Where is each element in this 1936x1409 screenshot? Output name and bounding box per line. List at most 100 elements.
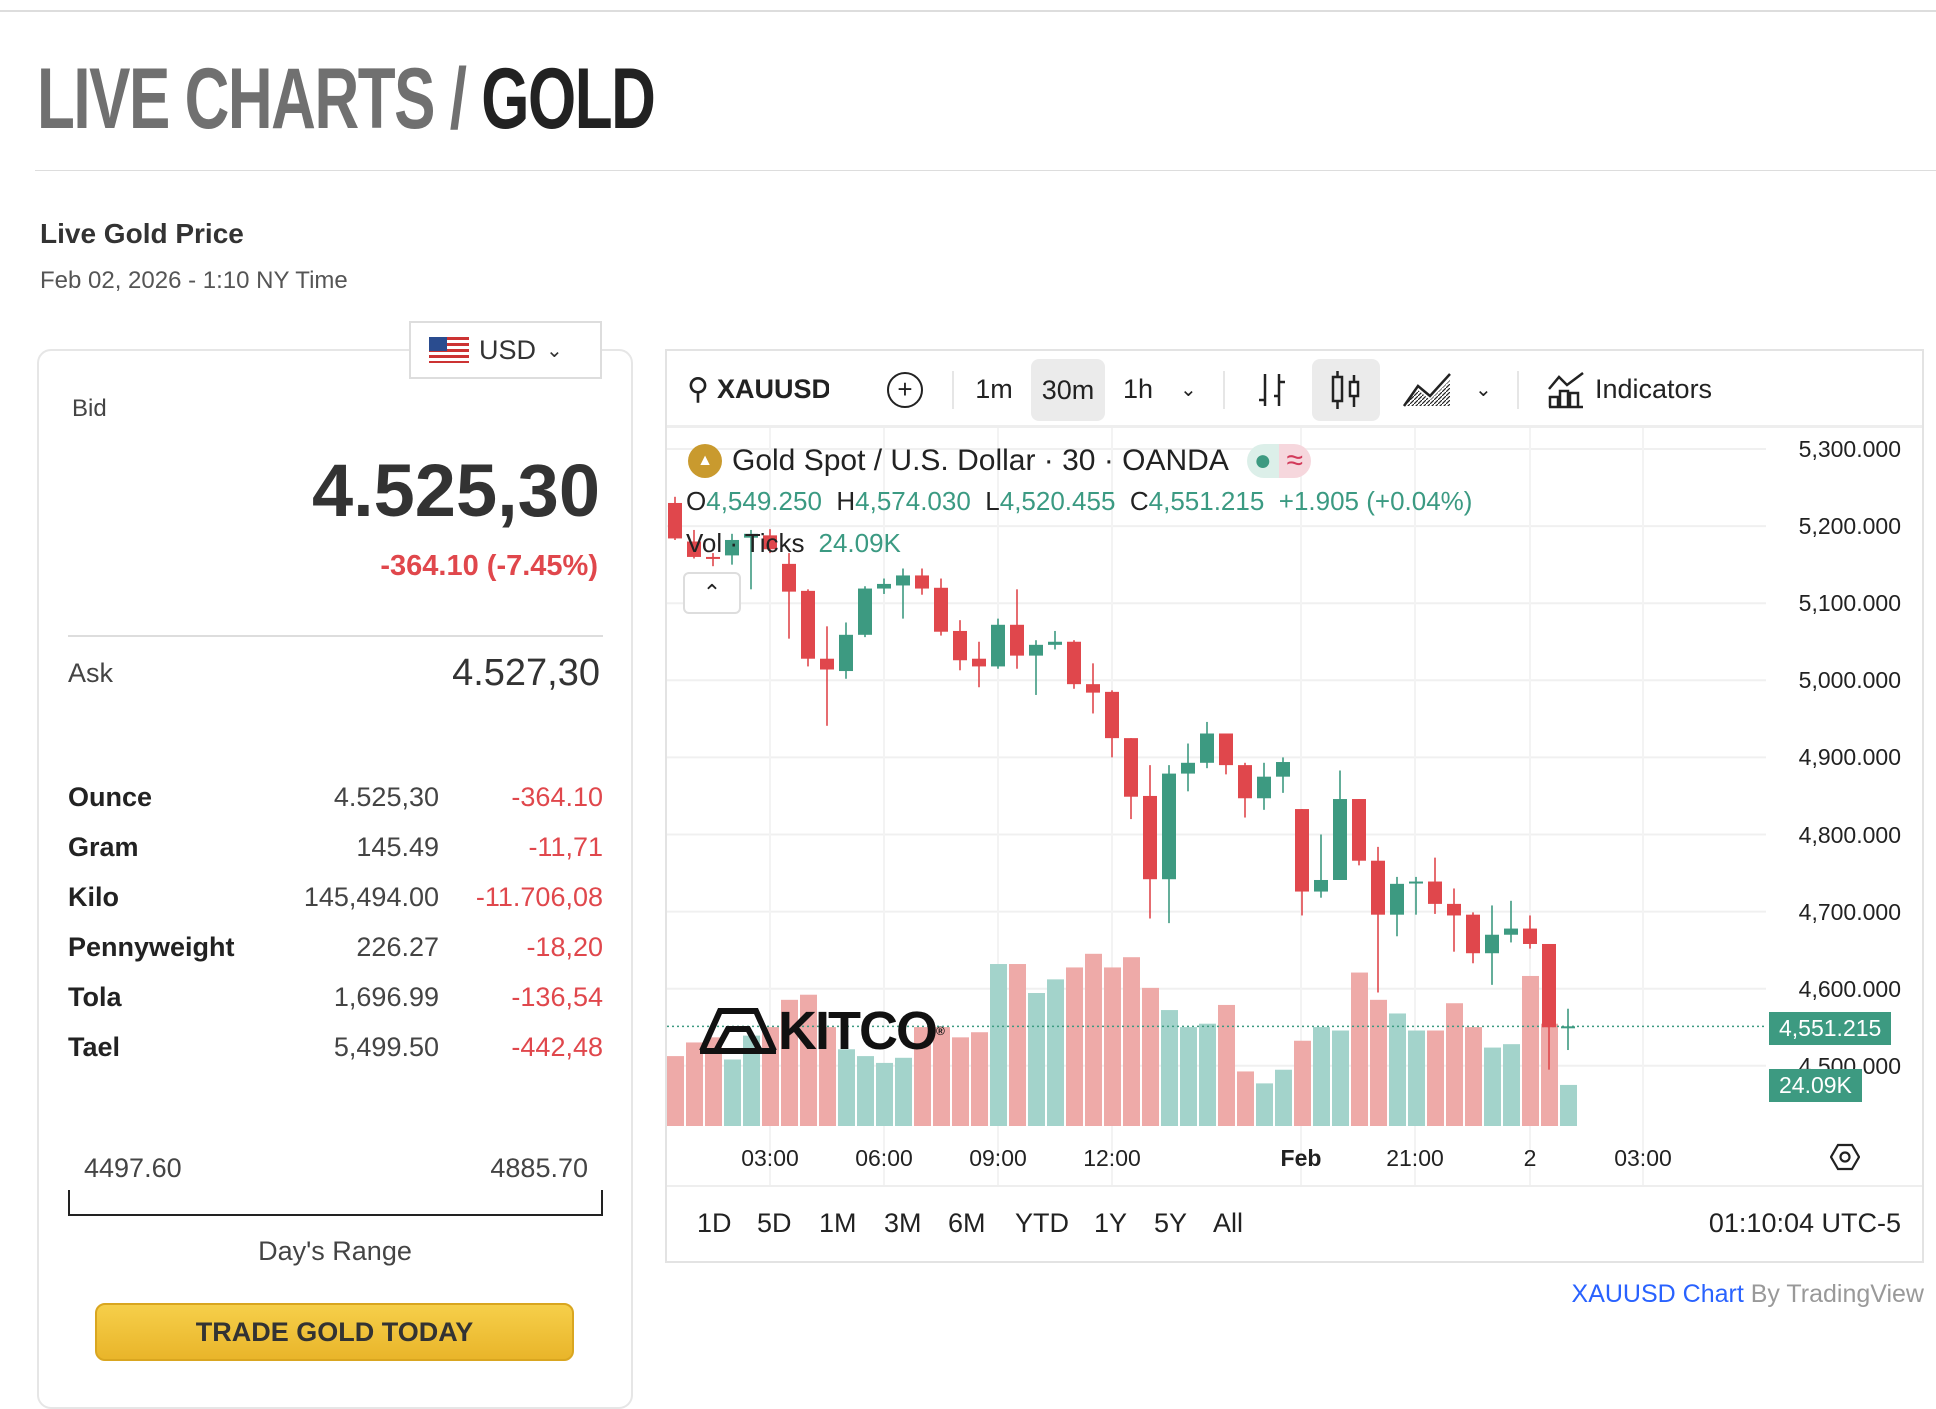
volume-bar	[1313, 1027, 1330, 1126]
volume-bar	[819, 1027, 836, 1126]
volume-bar	[1085, 953, 1102, 1126]
candles-icon[interactable]	[1312, 359, 1380, 421]
volume-bar	[1028, 993, 1045, 1126]
top-divider	[0, 10, 1936, 12]
chevron-down-icon[interactable]: ⌄	[1475, 379, 1492, 401]
candle-body	[1371, 860, 1385, 915]
volume-bar	[1142, 987, 1159, 1126]
area-chart-icon[interactable]	[1402, 351, 1452, 428]
candle-body	[1485, 934, 1499, 954]
range-button-3m[interactable]: 3M	[884, 1208, 922, 1238]
volume-bar	[990, 964, 1007, 1126]
volume-bar	[667, 1056, 684, 1126]
price-axis-label: 5,100.000	[1798, 590, 1901, 617]
volume-bar	[781, 999, 798, 1126]
tradingview-widget	[665, 349, 1924, 1263]
time-axis-label: 03:00	[1614, 1145, 1672, 1171]
candle-body	[1523, 928, 1537, 944]
trade-gold-button[interactable]: TRADE GOLD TODAY	[95, 1303, 574, 1361]
unit-row: Gram 145.49 -11,71	[68, 832, 603, 862]
candle-body	[1333, 799, 1347, 880]
range-button-5d[interactable]: 5D	[757, 1208, 792, 1238]
chevron-up-icon: ⌃	[702, 580, 722, 605]
volume-bar	[1541, 1023, 1558, 1126]
search-icon: ⚲	[687, 373, 709, 406]
volume-bar	[933, 1027, 950, 1126]
attribution: XAUUSD Chart By TradingView	[1571, 1280, 1924, 1308]
interval-1m[interactable]: 1m	[975, 374, 1013, 404]
candle-body	[915, 575, 929, 589]
chart-legend: ▲ Gold Spot / U.S. Dollar · 30 · OANDA ● ≈	[688, 444, 1311, 478]
range-low: 4497.60	[84, 1153, 182, 1183]
volume-bar	[686, 1042, 703, 1126]
range-button-1y[interactable]: 1Y	[1094, 1208, 1128, 1238]
volume-bar	[1218, 1004, 1235, 1126]
candle-body	[1067, 641, 1081, 685]
price-axis-label: 5,300.000	[1798, 436, 1901, 462]
ask-label: Ask	[68, 658, 114, 688]
candle-body	[858, 588, 872, 635]
interval-30m[interactable]: 30m	[1031, 359, 1105, 421]
candle-body	[1276, 762, 1290, 777]
chevron-down-icon[interactable]: ⌄	[1180, 379, 1197, 401]
page-title: LIVE CHARTS / GOLD	[37, 51, 656, 147]
candle-body	[1295, 809, 1309, 892]
indicators-button[interactable]: Indicators	[1547, 351, 1712, 428]
chart-settings-icon[interactable]	[1829, 1142, 1861, 1177]
symbol-search[interactable]: ⚲ XAUUSD	[687, 373, 829, 406]
chevron-down-icon: ⌄	[546, 339, 563, 362]
ohlc-values: O4,549.250 H4,574.030 L4,520.455 C4,551.…	[686, 486, 1472, 517]
volume-bar	[1446, 1003, 1463, 1126]
volume-bar	[1275, 1069, 1292, 1126]
range-button-1m[interactable]: 1M	[819, 1208, 857, 1238]
candle-body	[1504, 928, 1518, 935]
candle-body	[1029, 644, 1043, 656]
gold-bars-icon: ▲	[688, 444, 722, 478]
candle-body	[1143, 795, 1157, 880]
candle-body	[1105, 691, 1119, 739]
candle-body	[1086, 684, 1100, 693]
title-divider	[35, 170, 1936, 171]
volume-bar	[1465, 1027, 1482, 1126]
candle-body	[763, 535, 777, 550]
unit-row: Kilo 145,494.00 -11.706,08	[68, 882, 603, 912]
ohlc-field: L	[985, 486, 1000, 516]
volume-bar	[1408, 1030, 1425, 1126]
separator	[1517, 371, 1519, 409]
chart-link[interactable]: XAUUSD Chart	[1571, 1280, 1744, 1308]
kitco-logo: KITCO ®	[698, 1000, 945, 1062]
bid-label: Bid	[72, 395, 107, 422]
interval-1h[interactable]: 1h	[1122, 374, 1154, 404]
collapse-legend-button[interactable]: ⌃	[683, 572, 741, 614]
range-button-6m[interactable]: 6M	[948, 1208, 986, 1238]
chart-clock: 01:10:04 UTC-5	[1708, 1208, 1901, 1238]
ohlc-field: C	[1129, 486, 1149, 516]
range-button-1d[interactable]: 1D	[697, 1208, 732, 1238]
unit-row: Tael 5,499.50 -442,48	[68, 1032, 603, 1062]
ohlc-field: 4,520.455	[999, 486, 1116, 516]
range-button-all[interactable]: All	[1213, 1208, 1244, 1238]
candle-body	[972, 658, 986, 667]
currency-select[interactable]: USD ⌄	[409, 321, 602, 379]
price-axis-label: 5,000.000	[1798, 667, 1901, 694]
candle-body	[1390, 883, 1404, 915]
separator	[952, 371, 954, 409]
range-button-5y[interactable]: 5Y	[1154, 1208, 1188, 1238]
volume-bar	[724, 1059, 741, 1126]
price-axis-label: 4,800.000	[1798, 821, 1901, 848]
day-range-label: Day's Range	[258, 1236, 412, 1266]
range-high: 4885.70	[490, 1153, 588, 1183]
bar-chart-icon[interactable]	[1255, 351, 1289, 428]
volume-bar	[800, 994, 817, 1126]
unit-row: Pennyweight 226.27 -18,20	[68, 932, 603, 962]
price-chart[interactable]	[667, 428, 1766, 1185]
candle-body	[782, 563, 796, 592]
volume-bar	[1123, 957, 1140, 1126]
price-axis-label: 5,200.000	[1798, 513, 1901, 540]
candle-body	[1219, 733, 1233, 766]
compare-plus-icon[interactable]: +	[887, 351, 923, 428]
candle-body	[839, 634, 853, 672]
market-status[interactable]: ● ≈	[1246, 444, 1311, 478]
volume-bar	[838, 1049, 855, 1126]
range-button-ytd[interactable]: YTD	[1015, 1208, 1069, 1238]
